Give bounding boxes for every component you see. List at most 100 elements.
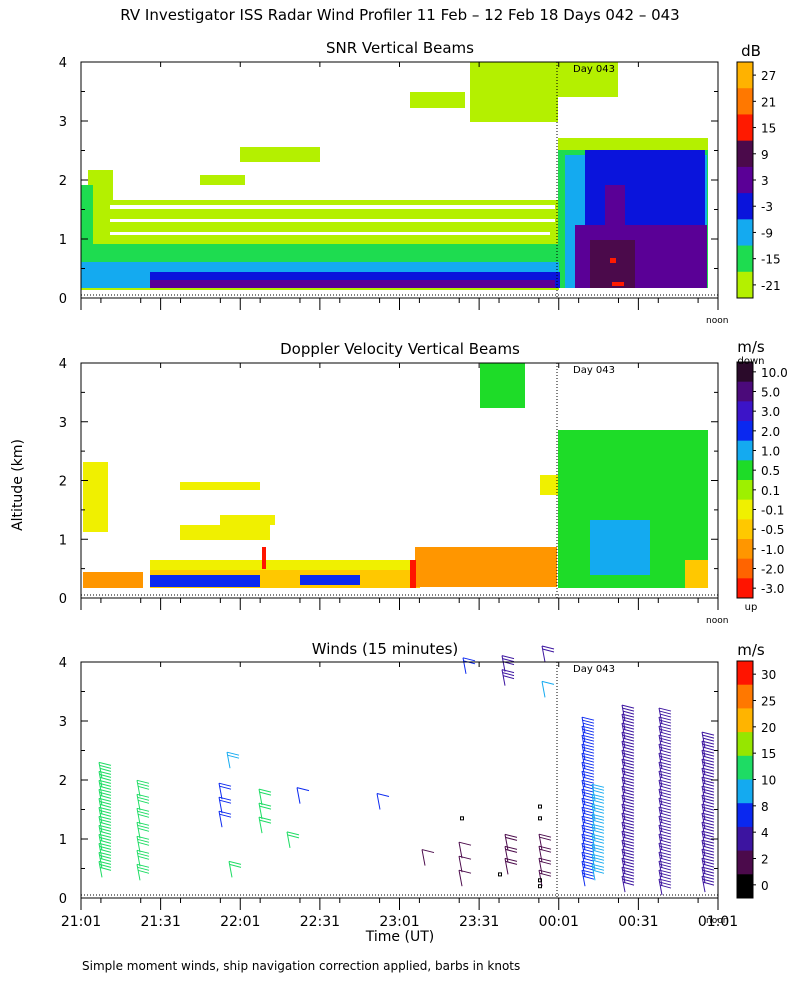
- wind-barb-flag: [592, 786, 605, 791]
- wind-barb: [258, 802, 272, 820]
- wind-barb-staff: [462, 657, 467, 674]
- wind-barb-staff: [218, 811, 223, 828]
- wind-barb-flag: [541, 680, 555, 685]
- doppler-colorbar-label: 1.0: [761, 445, 780, 459]
- wind-barb-staff: [701, 813, 706, 830]
- winds-colorbar-label: 2: [761, 853, 769, 867]
- wind-barb-flag: [581, 716, 595, 721]
- wind-barb-staff: [591, 824, 596, 841]
- wind-barb-staff: [538, 858, 543, 875]
- wind-barb-staff: [581, 852, 586, 869]
- wind-barb-staff: [658, 842, 663, 860]
- wind-barb-staff: [98, 816, 103, 833]
- wind-barb-staff: [218, 783, 223, 800]
- winds-colorbar-swatch: [737, 661, 753, 686]
- wind-barb-staff: [98, 834, 103, 851]
- wind-barb-staff: [658, 869, 663, 887]
- wind-barb-staff: [591, 834, 596, 851]
- doppler-colorbar-swatch: [737, 362, 753, 383]
- wind-barb-field: [98, 645, 715, 896]
- wind-barb-flag: [592, 829, 605, 834]
- wind-barb-flag: [592, 789, 605, 794]
- wind-barb-staff: [621, 750, 626, 767]
- wind-barb-staff: [581, 843, 586, 860]
- snr-y-tick-label: 1: [59, 233, 67, 248]
- winds-axes: 0 1 2 3 4 Day 043 noon 21:01 21:31 22:01 22:31 23:0…: [59, 656, 738, 930]
- winds-x-tick-label: 23:31: [459, 914, 499, 930]
- winds-colorbar-label: 20: [761, 721, 776, 735]
- wind-barb-staff: [538, 834, 543, 851]
- wind-barb-flag: [502, 658, 515, 663]
- winds-x-tick-label: 00:31: [618, 914, 658, 930]
- wind-barb-staff: [581, 870, 586, 887]
- doppler-day-label: Day 043: [573, 365, 615, 376]
- snr-colorbar-label: 21: [761, 95, 776, 109]
- wind-barb-flag: [542, 648, 555, 653]
- doppler-colorbar-swatch: [737, 558, 753, 579]
- wind-barb-staff: [581, 825, 586, 842]
- wind-barb-staff: [658, 797, 663, 815]
- wind-barb-flag: [539, 872, 552, 877]
- wind-barb-flag: [538, 833, 552, 838]
- wind-barb-staff: [98, 789, 103, 806]
- wind-barb-flag: [462, 657, 476, 662]
- doppler-layer-upper: [480, 363, 525, 408]
- doppler-colorbar-swatch: [737, 499, 753, 520]
- wind-barb-staff: [538, 846, 543, 863]
- wind-barb-flag: [137, 869, 150, 874]
- winds-colorbar-swatch: [737, 708, 753, 733]
- winds-colorbar-swatch: [737, 803, 753, 828]
- winds-colorbar-swatch: [737, 779, 753, 804]
- wind-barb: [136, 779, 150, 797]
- wind-barb-staff: [458, 870, 463, 887]
- doppler-axes: 0 1 2 3 4 Day 043 noon: [59, 357, 729, 626]
- wind-barb-flag: [502, 675, 515, 680]
- snr-layer-peak: [610, 258, 624, 286]
- wind-barb: [136, 793, 150, 811]
- wind-barb-staff: [621, 786, 626, 803]
- doppler-y-tick-label: 0: [59, 592, 67, 607]
- wind-barb-staff: [581, 789, 586, 806]
- wind-barb: [458, 855, 472, 873]
- wind-barb-staff: [658, 770, 663, 788]
- wind-barb-staff: [376, 793, 381, 810]
- doppler-colorbar-label: 2.0: [761, 425, 780, 439]
- wind-barb-staff: [591, 784, 596, 801]
- wind-barb: [541, 680, 555, 698]
- wind-barb-flag: [227, 754, 240, 759]
- wind-barb-staff: [701, 759, 706, 776]
- wind-barb-staff: [591, 854, 596, 871]
- wind-barb-staff: [98, 780, 103, 797]
- wind-barb-flag: [219, 799, 232, 804]
- doppler-y-tick-label: 1: [59, 533, 67, 548]
- wind-barb-staff: [621, 858, 626, 875]
- wind-barb-staff: [581, 717, 586, 734]
- wind-barb: [98, 761, 112, 779]
- wind-barb-staff: [658, 779, 663, 797]
- snr-colorbar-label: 9: [761, 148, 769, 162]
- wind-barb-staff: [136, 808, 141, 825]
- snr-colorbar-swatch: [737, 271, 753, 299]
- wind-barb-flag: [592, 799, 605, 804]
- wind-barb-flag: [702, 734, 715, 739]
- wind-flag-square: [538, 884, 542, 889]
- wind-barb-flag: [702, 737, 715, 742]
- wind-barb: [218, 782, 232, 800]
- wind-barb-staff: [621, 813, 626, 830]
- wind-barb: [226, 751, 240, 769]
- wind-barb-staff: [621, 741, 626, 758]
- wind-barb: [421, 849, 435, 866]
- doppler-colorbar-label: -3.0: [761, 582, 784, 596]
- wind-barb-staff: [581, 744, 586, 761]
- wind-barb-staff: [98, 825, 103, 842]
- wind-barb-flag: [136, 793, 150, 798]
- figure-title: RV Investigator ISS Radar Wind Profiler …: [120, 6, 679, 24]
- wind-flag-square: [538, 816, 542, 821]
- doppler-colorbar-bottom-label: up: [745, 602, 758, 613]
- wind-barb-flag: [541, 645, 555, 650]
- winds-day-label: Day 043: [573, 664, 615, 675]
- wind-barb-flag: [504, 833, 518, 838]
- wind-barb-flag: [258, 816, 272, 821]
- wind-barb-flag: [621, 704, 635, 709]
